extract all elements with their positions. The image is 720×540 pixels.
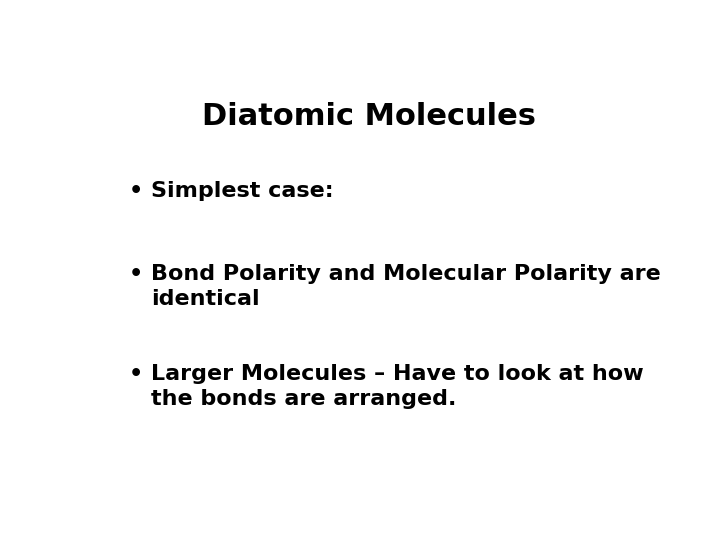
Text: Simplest case:: Simplest case:: [151, 181, 334, 201]
Text: •: •: [129, 181, 143, 201]
Text: Bond Polarity and Molecular Polarity are
identical: Bond Polarity and Molecular Polarity are…: [151, 265, 661, 309]
Text: Diatomic Molecules: Diatomic Molecules: [202, 102, 536, 131]
Text: •: •: [129, 265, 143, 285]
Text: Larger Molecules – Have to look at how
the bonds are arranged.: Larger Molecules – Have to look at how t…: [151, 364, 644, 409]
Text: •: •: [129, 364, 143, 384]
